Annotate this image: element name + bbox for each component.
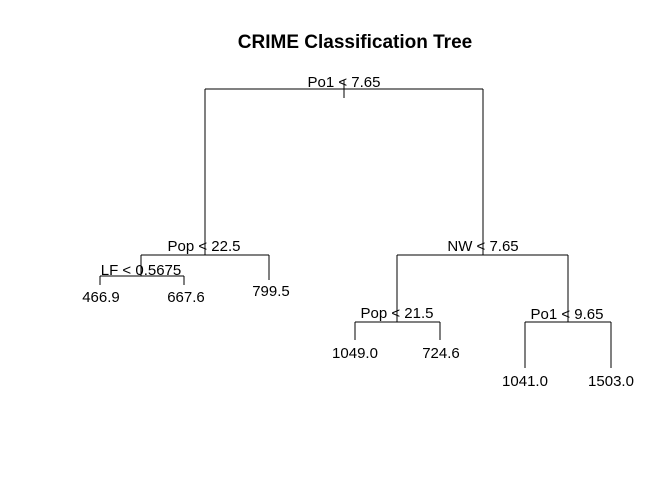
leaf-799-5: 799.5 (252, 283, 290, 300)
split-label-nw: NW < 7.65 (447, 238, 518, 255)
diagram-title: CRIME Classification Tree (238, 32, 472, 53)
split-label-lf: LF < 0.5675 (101, 262, 181, 279)
leaf-466-9: 466.9 (82, 289, 120, 306)
leaf-1503-0: 1503.0 (588, 373, 634, 390)
split-label-pop-22-5: Pop < 22.5 (168, 238, 241, 255)
leaf-724-6: 724.6 (422, 345, 460, 362)
split-label-pop-21-5: Pop < 21.5 (361, 305, 434, 322)
leaf-667-6: 667.6 (167, 289, 205, 306)
leaf-1041-0: 1041.0 (502, 373, 548, 390)
split-label-po1-9-65: Po1 < 9.65 (531, 306, 604, 323)
leaf-1049-0: 1049.0 (332, 345, 378, 362)
split-label-po1-root: Po1 < 7.65 (308, 74, 381, 91)
